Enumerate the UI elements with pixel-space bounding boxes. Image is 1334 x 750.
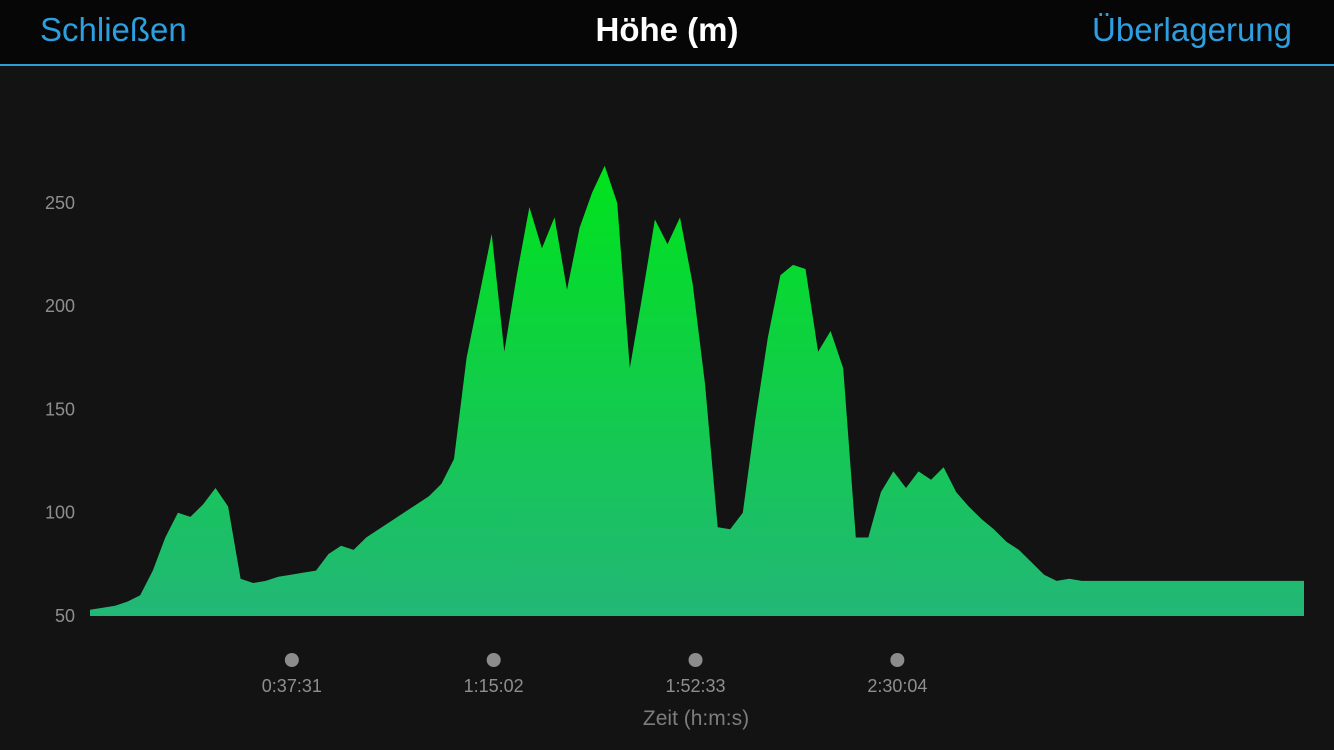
x-tick-marker [486, 653, 501, 667]
top-bar: Schließen Höhe (m) Überlagerung [0, 0, 1334, 66]
x-tick-marker [284, 653, 299, 667]
y-tick-label: 250 [45, 193, 75, 213]
page-title: Höhe (m) [595, 11, 739, 48]
close-button[interactable]: Schließen [40, 11, 187, 48]
y-axis: 50 100 150 200 250 [45, 193, 75, 626]
x-axis: 0:37:31 1:15:02 1:52:33 2:30:04 [262, 653, 927, 696]
elevation-chart[interactable]: 50 100 150 200 250 0:37:31 1:15:02 1:52:33 2:30… [0, 66, 1334, 750]
elevation-area [90, 165, 1304, 617]
y-tick-label: 150 [45, 399, 75, 419]
y-tick-label: 100 [45, 503, 75, 523]
x-tick-label: 0:37:31 [262, 676, 322, 696]
x-tick-label: 1:52:33 [665, 676, 725, 696]
x-tick-marker [688, 653, 703, 667]
y-tick-label: 200 [45, 296, 75, 316]
x-tick-label: 2:30:04 [867, 676, 927, 696]
y-tick-label: 50 [55, 606, 75, 626]
overlay-button[interactable]: Überlagerung [1092, 11, 1292, 48]
x-tick-marker [890, 653, 905, 667]
x-axis-label: Zeit (h:m:s) [643, 707, 749, 730]
x-tick-label: 1:15:02 [464, 676, 524, 696]
